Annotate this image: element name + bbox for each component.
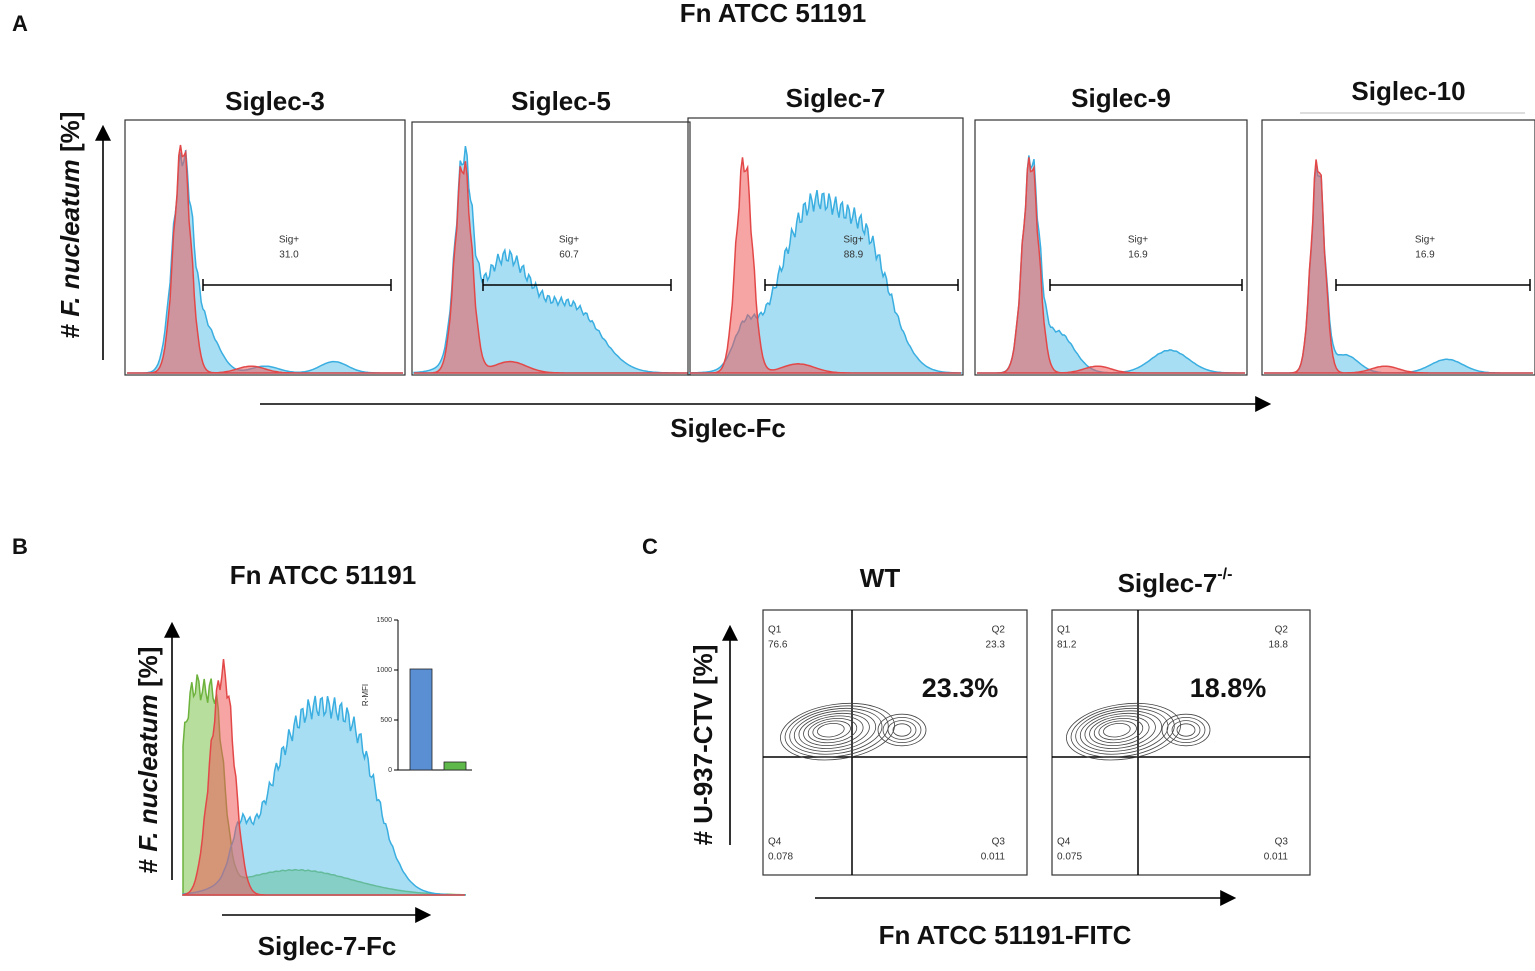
contour <box>789 707 883 755</box>
plot-frame <box>411 121 691 376</box>
plot-frame <box>124 119 406 376</box>
x-axis-label: Fn ATCC 51191-FITC <box>879 920 1132 950</box>
x-axis-label: Siglec-7-Fc <box>258 931 397 961</box>
plot-title: WT <box>860 563 901 593</box>
inset-tick-label: 0 <box>388 767 392 774</box>
gate-value: 16.9 <box>1415 250 1435 261</box>
plot-frame <box>762 609 1028 876</box>
plot-title: Siglec-7 <box>786 83 886 113</box>
gate-value: 88.9 <box>844 250 864 261</box>
x-axis-label: Siglec-Fc <box>670 413 786 443</box>
contour <box>803 715 864 747</box>
quadrant-value: 81.2 <box>1057 640 1077 651</box>
plot-title: Siglec-10 <box>1351 76 1465 106</box>
quadrant-value: 76.6 <box>768 640 788 651</box>
y-axis-label: # U-937-CTV [%] <box>688 645 718 846</box>
histogram <box>182 659 465 896</box>
quadrant-value: 0.078 <box>768 852 793 863</box>
histogram <box>690 157 961 374</box>
plot-frame <box>687 117 964 376</box>
contour <box>887 720 917 740</box>
contour <box>1098 720 1137 741</box>
contour <box>1066 702 1181 761</box>
plot-title: Siglec-9 <box>1071 83 1171 113</box>
quadrant-name: Q1 <box>768 625 782 636</box>
gate-value: 31.0 <box>279 250 299 261</box>
contour <box>1093 717 1144 744</box>
contour <box>1079 710 1163 752</box>
percent-label: 18.8% <box>1190 673 1267 703</box>
contour <box>793 710 877 752</box>
contour <box>807 717 858 744</box>
contour <box>1161 713 1211 747</box>
panel-b: 0 500 1000 1500 <box>182 617 472 896</box>
contour <box>1171 720 1201 740</box>
panel-label: A <box>12 11 28 36</box>
quadrant-name: Q4 <box>768 837 782 848</box>
plot-frame <box>1051 609 1311 876</box>
contour <box>1075 707 1169 755</box>
contour <box>877 713 927 747</box>
contour <box>892 723 912 737</box>
plot-frame <box>974 119 1248 376</box>
histogram <box>414 161 688 374</box>
quadrant-value: 18.8 <box>1269 640 1289 651</box>
quadrant-name: Q1 <box>1057 625 1071 636</box>
contour <box>1089 715 1150 747</box>
gate-label: Sig+ <box>279 235 299 246</box>
inset-bar <box>409 668 433 771</box>
panel-label: C <box>642 534 658 559</box>
inset-y-label: R-MFI <box>361 684 370 706</box>
contour <box>780 702 895 761</box>
gate-value: 16.9 <box>1128 250 1148 261</box>
panel-a: Siglec-3 Sig+ 31.0 Siglec-5 Sig+ 60.7 Siglec-7… <box>124 76 1535 376</box>
inset-tick-label: 1500 <box>376 617 392 624</box>
gate-label: Sig+ <box>1128 235 1148 246</box>
y-axis-label: # F. nucleatum [%] <box>133 647 163 874</box>
plot-frame <box>1261 119 1535 376</box>
contour <box>882 717 922 744</box>
gate-value: 60.7 <box>559 250 579 261</box>
panel-c: 23.3% Q1 76.6 Q2 23.3 Q4 0.078 Q3 0.011 18.8% Q1 81… <box>762 609 1311 876</box>
quadrant-name: Q3 <box>992 837 1006 848</box>
plot-title: Siglec-3 <box>225 86 325 116</box>
contour <box>1070 705 1175 758</box>
quadrant-value: 23.3 <box>986 640 1006 651</box>
contour <box>1176 723 1196 737</box>
inset-tick-label: 500 <box>380 717 392 724</box>
quadrant-name: Q3 <box>1275 837 1289 848</box>
quadrant-value: 0.011 <box>981 852 1006 863</box>
inset-tick-label: 1000 <box>376 667 392 674</box>
quadrant-value: 0.011 <box>1264 852 1289 863</box>
percent-label: 23.3% <box>922 673 999 703</box>
contour <box>1103 722 1131 738</box>
plot-title: Siglec-5 <box>511 86 611 116</box>
histogram <box>977 157 1245 374</box>
y-axis-label: # F. nucleatum [%] <box>55 112 85 339</box>
inset-bar <box>443 761 467 771</box>
gate-label: Sig+ <box>559 235 579 246</box>
histogram <box>1264 159 1533 374</box>
contour <box>798 712 870 749</box>
quadrant-name: Q4 <box>1057 837 1071 848</box>
panel-label: B <box>12 534 28 559</box>
plot-title: Siglec-7-/- <box>1118 566 1233 598</box>
contour <box>1084 712 1156 749</box>
gate-label: Sig+ <box>1415 235 1435 246</box>
figure-title: Fn ATCC 51191 <box>680 0 866 28</box>
gate-label: Sig+ <box>843 235 863 246</box>
contour <box>812 720 851 741</box>
contour <box>784 705 889 758</box>
contour <box>817 722 845 738</box>
quadrant-name: Q2 <box>1275 625 1289 636</box>
quadrant-name: Q2 <box>992 625 1006 636</box>
quadrant-value: 0.075 <box>1057 852 1082 863</box>
contour <box>1166 717 1206 744</box>
panel-title: Fn ATCC 51191 <box>230 560 416 590</box>
histogram <box>127 144 403 374</box>
